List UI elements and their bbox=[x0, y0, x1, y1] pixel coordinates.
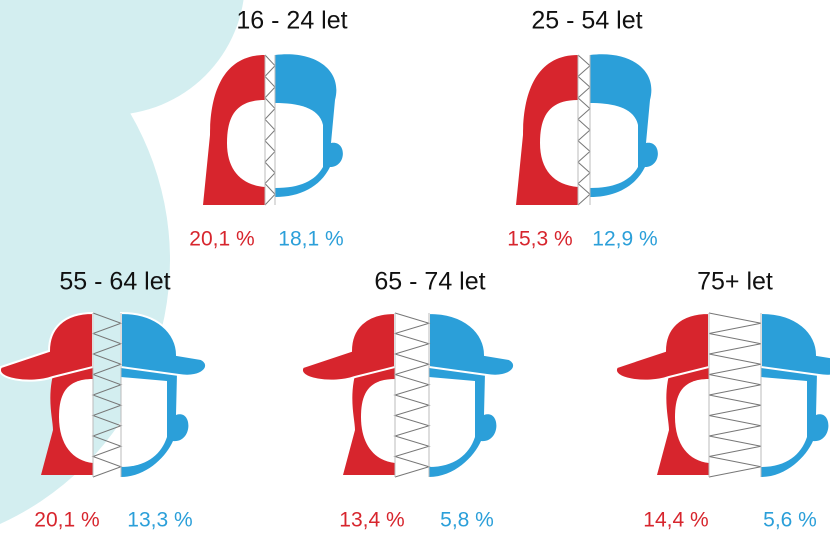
male-face bbox=[275, 103, 323, 188]
group-title: 75+ let bbox=[697, 268, 773, 296]
male-percent: 18,1 % bbox=[278, 228, 343, 251]
male-percent: 5,6 % bbox=[763, 509, 817, 532]
female-hat bbox=[302, 313, 395, 381]
female-hat bbox=[616, 313, 709, 381]
face-icon bbox=[203, 54, 343, 205]
group-title: 25 - 54 let bbox=[531, 7, 642, 35]
female-percent: 13,4 % bbox=[339, 509, 404, 532]
stitch bbox=[265, 55, 275, 205]
male-percent: 5,8 % bbox=[440, 509, 494, 532]
face-icon bbox=[616, 313, 830, 477]
face-icon bbox=[302, 313, 514, 477]
face-icon bbox=[516, 54, 658, 205]
male-hat bbox=[121, 313, 206, 376]
group-title: 16 - 24 let bbox=[236, 7, 347, 35]
group-title: 65 - 74 let bbox=[374, 268, 485, 296]
male-percent: 12,9 % bbox=[592, 228, 657, 251]
male-face bbox=[590, 103, 638, 188]
male-hat bbox=[429, 313, 514, 376]
group-title: 55 - 64 let bbox=[59, 268, 170, 296]
stitch bbox=[578, 55, 590, 205]
infographic: 16 - 24 let 20,1 % 18,1 % 25 - 54 let 15,3 %… bbox=[0, 0, 830, 533]
female-percent: 14,4 % bbox=[643, 509, 708, 532]
female-percent: 20,1 % bbox=[34, 509, 99, 532]
male-hat bbox=[761, 313, 830, 376]
female-percent: 20,1 % bbox=[189, 228, 254, 251]
stitch bbox=[395, 313, 429, 477]
stitch bbox=[709, 313, 761, 477]
female-percent: 15,3 % bbox=[507, 228, 572, 251]
male-percent: 13,3 % bbox=[127, 509, 192, 532]
